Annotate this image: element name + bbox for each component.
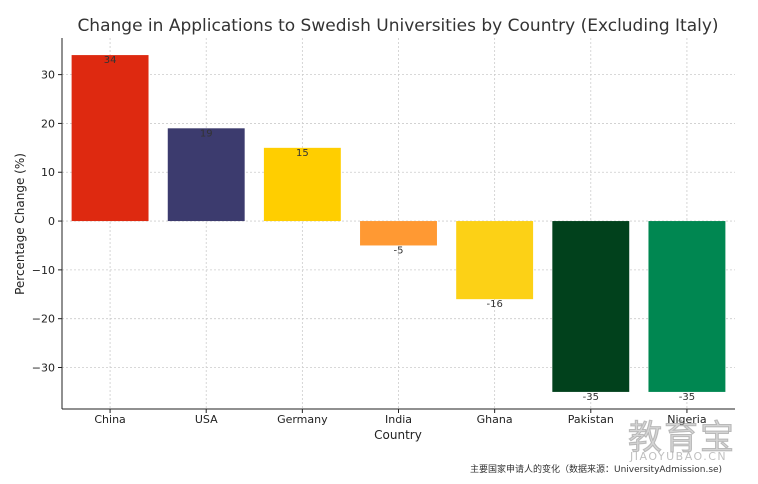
bar-value-label: -16 (486, 299, 502, 310)
bar-value-label: -5 (394, 245, 404, 256)
bars-layer: 34 19 15 -5 -16 -35 -35 (71, 55, 726, 403)
watermark-main: 教育宝 (628, 418, 736, 459)
bar-value-label: -35 (679, 392, 695, 403)
y-tick-label: −30 (32, 362, 55, 375)
chart-title: Change in Applications to Swedish Univer… (77, 16, 718, 36)
bar-value-label: 19 (200, 128, 213, 139)
bar (263, 147, 341, 222)
x-tick-label: Germany (277, 413, 328, 426)
x-tick-label: China (94, 413, 125, 426)
bar-value-label: -35 (583, 392, 599, 403)
bar (456, 221, 534, 300)
x-tick-label: Ghana (477, 413, 513, 426)
x-tick-label: India (385, 413, 412, 426)
x-tick-label: Nigeria (667, 413, 706, 426)
y-tick-label: −20 (32, 313, 55, 326)
x-axis-label: Country (374, 428, 422, 442)
bar-value-label: 15 (296, 148, 309, 159)
source-note: 主要国家申请人的变化（数据来源：UniversityAdmission.se) (470, 465, 723, 475)
bar (648, 221, 726, 392)
bar (552, 221, 630, 392)
axes-layer: 30 20 10 0 −10 −20 −30 China USA Germany India Ghan… (32, 38, 735, 426)
bar-value-label: 34 (104, 55, 117, 66)
y-tick-label: 0 (48, 215, 55, 228)
bar (360, 221, 437, 246)
watermark-logo: 教育宝 JIAOYUBAO.CN (628, 410, 748, 466)
bar (167, 128, 245, 222)
x-tick-label: USA (195, 413, 218, 426)
y-axis-label: Percentage Change (%) (13, 153, 27, 295)
x-tick-label: Pakistan (568, 413, 614, 426)
y-tick-label: 30 (41, 69, 55, 82)
bar (71, 55, 149, 222)
y-tick-label: 20 (41, 117, 55, 130)
watermark-sub: JIAOYUBAO.CN (630, 450, 728, 463)
y-tick-label: −10 (32, 264, 55, 277)
y-tick-label: 10 (41, 166, 55, 179)
